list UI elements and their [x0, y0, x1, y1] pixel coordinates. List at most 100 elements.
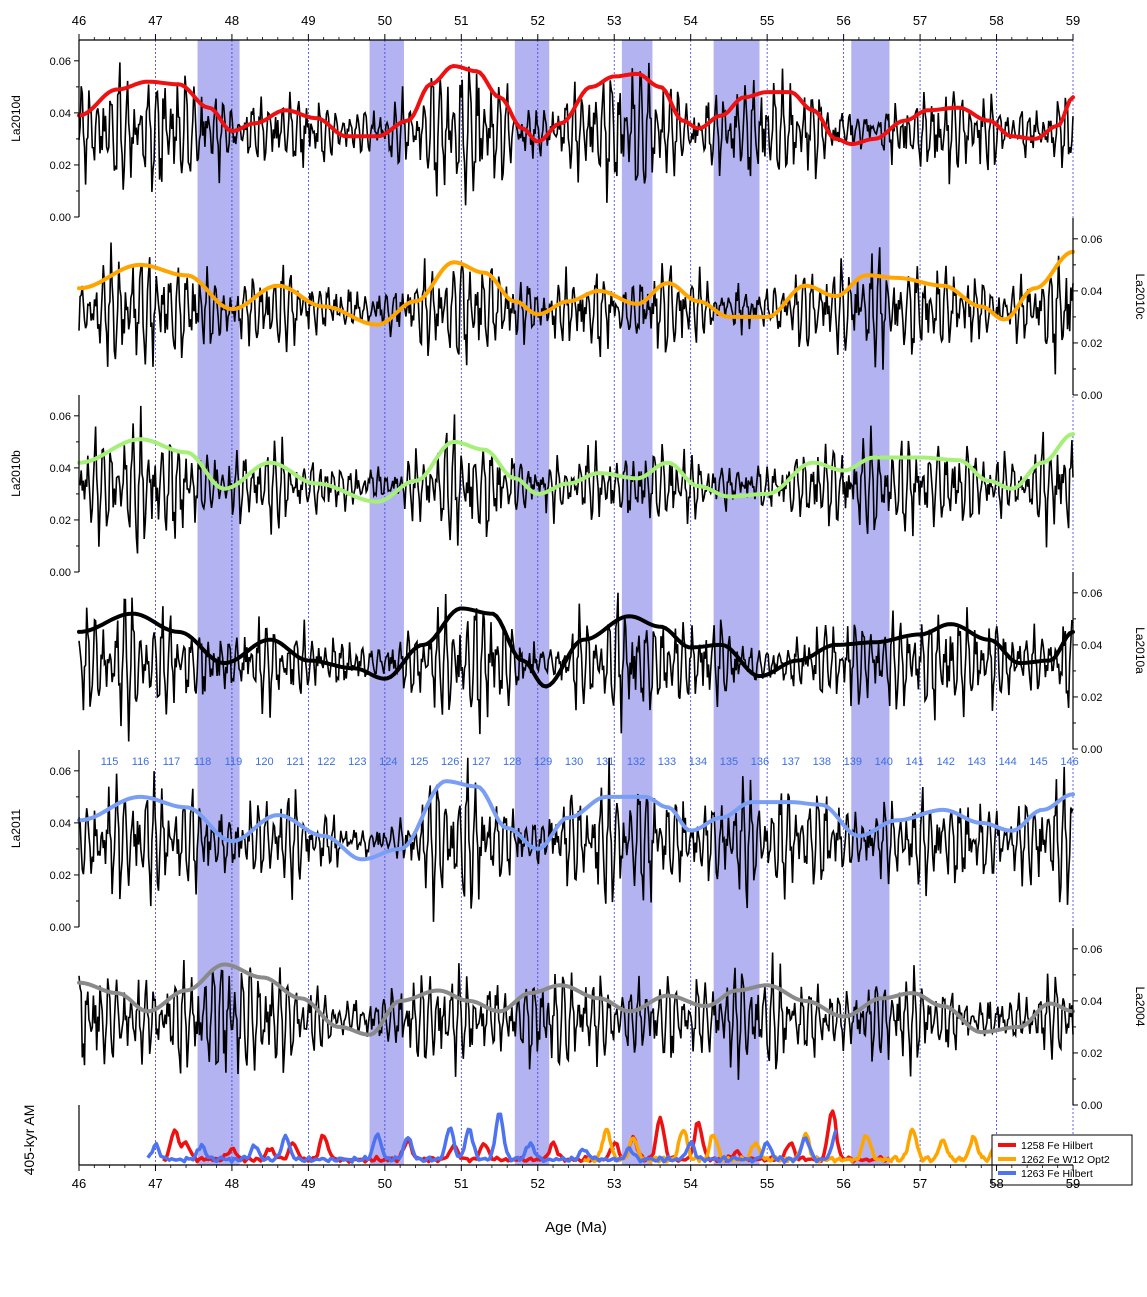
highlight-bands — [197, 40, 890, 1165]
panel-La2010c: 0.00 0.02 0.04 0.06 La2010c — [77, 218, 1147, 402]
x-tick-label-top: 55 — [760, 13, 774, 28]
x-tick-label-bottom: 58 — [989, 1176, 1003, 1191]
y-tick-label: 0.00 — [50, 922, 71, 934]
cycle-number: 134 — [689, 756, 707, 768]
cycle-number: 137 — [782, 756, 800, 768]
series-La2011-envelope — [77, 779, 1075, 862]
x-tick-label-bottom: 57 — [913, 1176, 927, 1191]
cycle-number: 136 — [751, 756, 769, 768]
x-tick-label-bottom: 52 — [531, 1176, 545, 1191]
cycle-number: 140 — [875, 756, 893, 768]
y-tick-label: 0.00 — [50, 212, 71, 224]
guide-lines — [155, 40, 1074, 1165]
x-tick-label-bottom: 48 — [225, 1176, 239, 1191]
y-tick-label: 0.06 — [1081, 944, 1102, 956]
y-tick-label: 0.00 — [1081, 744, 1102, 756]
panel-label-La2011: La2011 — [9, 809, 23, 848]
y-tick-label: 0.02 — [50, 870, 71, 882]
series-La2004-signal — [78, 952, 1074, 1080]
cycle-number-labels: 115 116 117 118 119 120 121 122 123 124 125 126 127 1… — [101, 756, 1079, 768]
cycle-number: 141 — [906, 756, 924, 768]
legend: 1258 Fe Hilbert 1262 Fe W12 Opt2 1263 Fe H… — [991, 1134, 1133, 1186]
highlight-band-3 — [621, 40, 653, 1165]
x-axes: 46 46 47 47 48 48 49 49 50 50 51 51 52 52 53 53 54 54 55 55… — [72, 13, 1080, 1236]
cycle-number: 129 — [534, 756, 552, 768]
panel-La2010b: 0.00 0.02 0.04 0.06 La2010b — [9, 395, 1075, 579]
x-tick-label-top: 54 — [683, 13, 697, 28]
cycle-number: 123 — [348, 756, 366, 768]
cycle-number: 115 — [101, 756, 119, 768]
cycle-number: 146 — [1060, 756, 1078, 768]
cycle-number: 139 — [844, 756, 862, 768]
cycle-number: 127 — [472, 756, 490, 768]
panel-label-La2010c: La2010c — [1133, 273, 1147, 319]
highlight-band-4 — [713, 40, 760, 1165]
y-tick-label: 0.04 — [50, 108, 71, 120]
y-tick-label: 0.02 — [50, 515, 71, 527]
cycle-number: 132 — [627, 756, 645, 768]
y-tick-label: 0.04 — [1081, 996, 1102, 1008]
y-tick-label: 0.04 — [50, 818, 71, 830]
y-tick-label: 0.04 — [1081, 640, 1102, 652]
x-tick-label-top: 48 — [225, 13, 239, 28]
y-tick-label: 0.06 — [50, 56, 71, 68]
cycle-number: 130 — [565, 756, 583, 768]
highlight-band-1 — [369, 40, 404, 1165]
y-tick-label: 0.04 — [50, 463, 71, 475]
x-tick-label-top: 52 — [531, 13, 545, 28]
x-tick-label-top: 49 — [301, 13, 315, 28]
series-La2010c-signal — [78, 242, 1074, 375]
panel-La2004: 0.00 0.02 0.04 0.06 La2004 — [77, 928, 1147, 1112]
x-tick-label-bottom: 46 — [72, 1176, 86, 1191]
x-tick-label-bottom: 54 — [683, 1176, 697, 1191]
cycle-number: 138 — [813, 756, 831, 768]
cycle-number: 116 — [132, 756, 150, 768]
y-tick-label: 0.02 — [1081, 338, 1102, 350]
am-series-2 — [146, 1112, 838, 1164]
series-La2010b-signal — [78, 405, 1074, 554]
panel-La2010a: 0.00 0.02 0.04 0.06 La2010a — [77, 572, 1147, 756]
y-tick-label: 0.06 — [50, 766, 71, 778]
am-ylabel: 405-kyr AM — [21, 1105, 37, 1176]
panel-La2010d: 0.00 0.02 0.04 0.06 La2010d — [9, 40, 1075, 224]
y-tick-label: 0.06 — [1081, 234, 1102, 246]
y-tick-label: 0.02 — [50, 160, 71, 172]
x-tick-label-bottom: 47 — [148, 1176, 162, 1191]
cycle-number: 142 — [937, 756, 955, 768]
cycle-number: 117 — [163, 756, 181, 768]
y-tick-label: 0.00 — [50, 567, 71, 579]
cycle-number: 124 — [379, 756, 397, 768]
x-tick-label-top: 50 — [378, 13, 392, 28]
cycle-number: 143 — [967, 756, 985, 768]
cycle-number: 119 — [225, 756, 243, 768]
panel-label-La2004: La2004 — [1133, 986, 1147, 1026]
cycle-number: 135 — [720, 756, 738, 768]
series-La2010c-envelope — [77, 249, 1075, 327]
y-tick-label: 0.06 — [1081, 588, 1102, 600]
x-tick-label-bottom: 53 — [607, 1176, 621, 1191]
cycle-number: 128 — [503, 756, 521, 768]
cycle-number: 122 — [317, 756, 335, 768]
x-tick-label-top: 58 — [989, 13, 1003, 28]
series-La2010a-envelope — [77, 606, 1075, 689]
series-La2004-envelope — [77, 962, 1075, 1037]
x-tick-label-bottom: 59 — [1066, 1176, 1080, 1191]
x-tick-label-bottom: 55 — [760, 1176, 774, 1191]
legend-label-2: 1263 Fe Hilbert — [1021, 1168, 1093, 1180]
cycle-number: 133 — [658, 756, 676, 768]
y-tick-label: 0.02 — [1081, 692, 1102, 704]
cycle-number: 126 — [441, 756, 459, 768]
x-tick-label-bottom: 49 — [301, 1176, 315, 1191]
x-tick-label-bottom: 51 — [454, 1176, 468, 1191]
cycle-number: 125 — [410, 756, 428, 768]
cycle-number: 120 — [255, 756, 273, 768]
y-tick-label: 0.06 — [50, 411, 71, 423]
cycle-number: 145 — [1029, 756, 1047, 768]
legend-label-1: 1262 Fe W12 Opt2 — [1021, 1154, 1110, 1166]
x-tick-label-top: 51 — [454, 13, 468, 28]
panel-La2011: 0.00 0.02 0.04 0.06 La2011 — [9, 750, 1075, 934]
x-tick-label-top: 47 — [148, 13, 162, 28]
panel-label-La2010b: La2010b — [9, 450, 23, 497]
cycle-number: 118 — [194, 756, 212, 768]
series-La2010d-envelope — [77, 63, 1075, 147]
